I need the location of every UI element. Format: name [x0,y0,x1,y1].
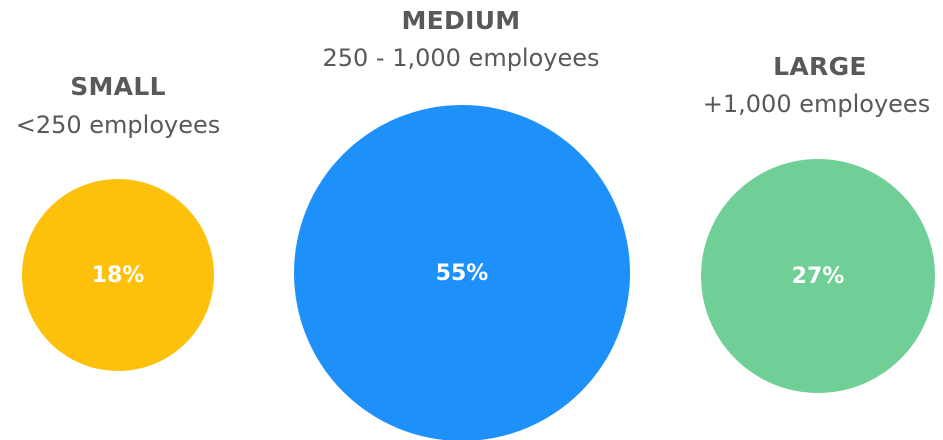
small-description: <250 employees [15,111,221,139]
small-bubble: 18% [22,179,214,371]
medium-value-label: 55% [435,260,489,286]
large-bubble: 27% [701,159,935,393]
large-value-label: 27% [791,263,845,289]
large-description: +1,000 employees [702,90,931,118]
small-value-label: 18% [91,262,145,288]
small-heading: SMALL [70,72,166,101]
medium-heading: MEDIUM [401,6,521,35]
medium-description: 250 - 1,000 employees [322,44,600,72]
large-heading: LARGE [773,52,867,81]
medium-bubble: 55% [294,105,630,440]
